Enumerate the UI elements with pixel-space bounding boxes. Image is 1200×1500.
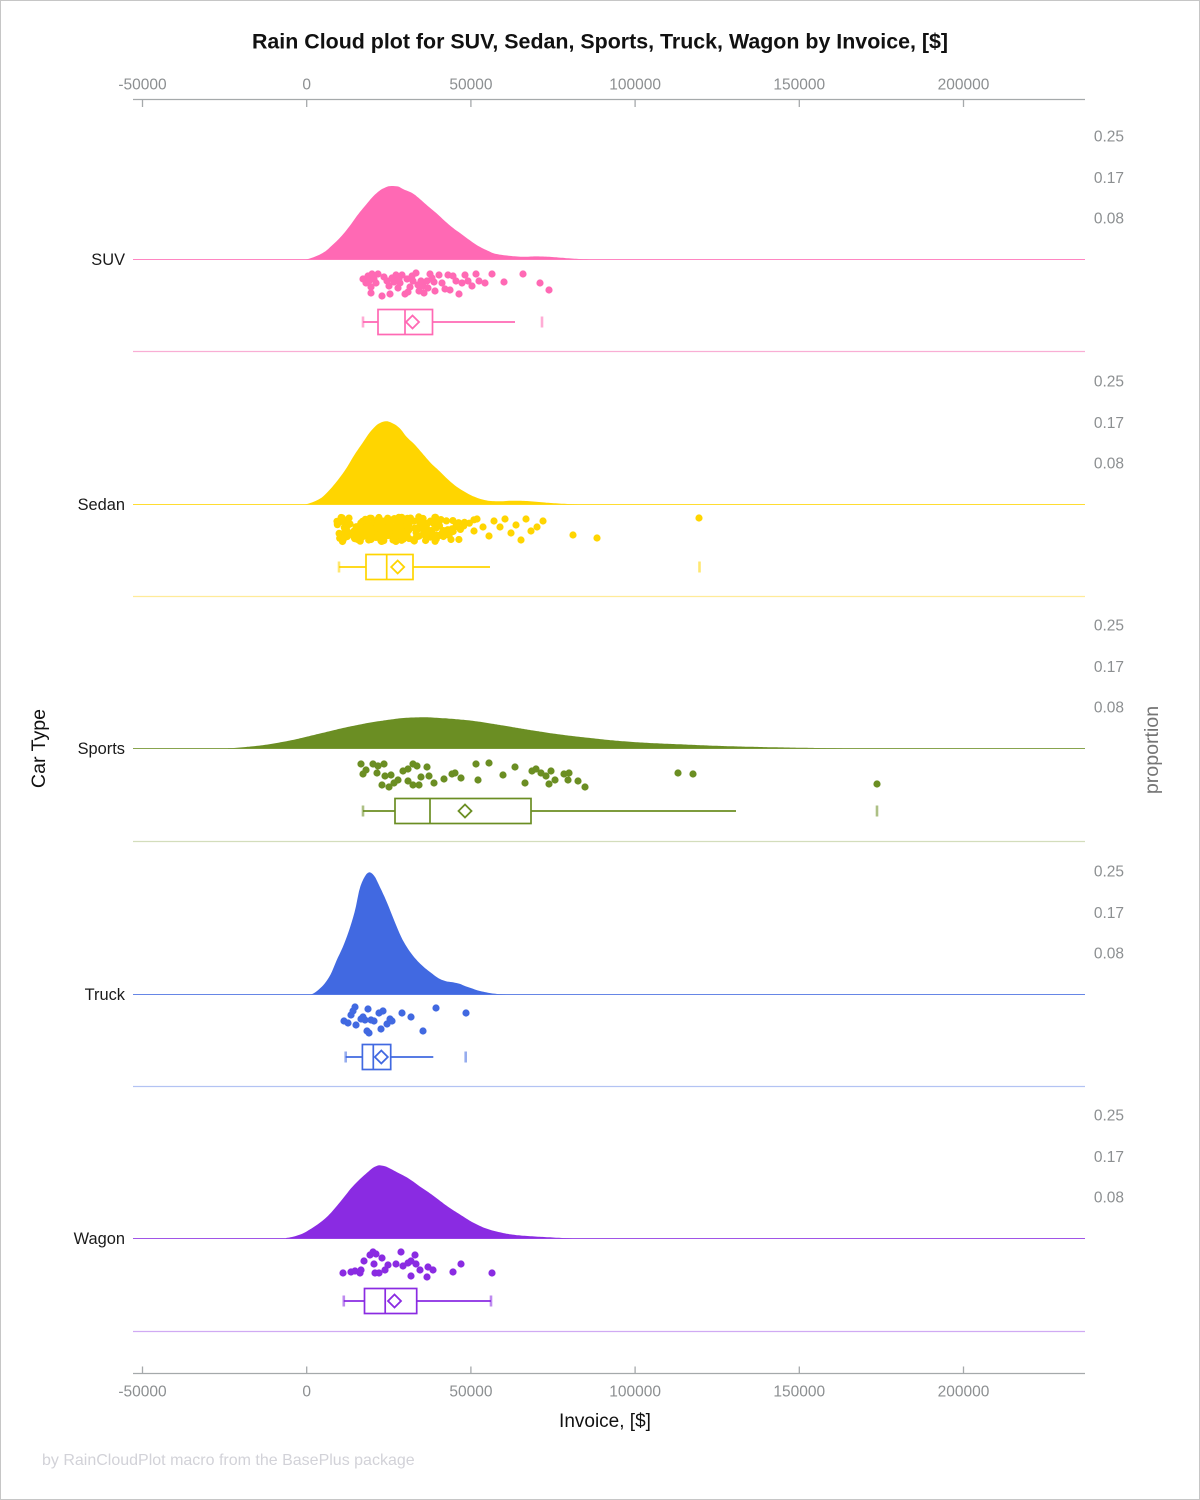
svg-text:0.25: 0.25: [1094, 1108, 1124, 1125]
svg-text:0.17: 0.17: [1094, 415, 1124, 432]
svg-text:-50000: -50000: [118, 77, 167, 94]
svg-text:0.17: 0.17: [1094, 659, 1124, 676]
svg-text:Car Type: Car Type: [28, 709, 50, 788]
svg-text:Sedan: Sedan: [78, 496, 125, 514]
svg-text:0.25: 0.25: [1094, 129, 1124, 146]
svg-text:Sports: Sports: [78, 740, 125, 758]
svg-text:0.08: 0.08: [1094, 456, 1124, 473]
svg-text:50000: 50000: [449, 77, 492, 94]
svg-text:0.25: 0.25: [1094, 864, 1124, 881]
svg-text:0.17: 0.17: [1094, 170, 1124, 187]
svg-text:50000: 50000: [449, 1384, 492, 1401]
svg-text:0.08: 0.08: [1094, 211, 1124, 228]
svg-text:0.17: 0.17: [1094, 1149, 1124, 1166]
svg-text:100000: 100000: [609, 1384, 661, 1401]
svg-text:Rain Cloud plot for SUV, Sedan: Rain Cloud plot for SUV, Sedan, Sports, …: [252, 30, 948, 54]
svg-text:0.08: 0.08: [1094, 700, 1124, 717]
svg-text:0: 0: [302, 77, 311, 94]
svg-text:Invoice, [$]: Invoice, [$]: [559, 1411, 651, 1432]
svg-text:0.25: 0.25: [1094, 374, 1124, 391]
svg-text:150000: 150000: [773, 1384, 825, 1401]
svg-text:0.17: 0.17: [1094, 905, 1124, 922]
svg-text:200000: 200000: [938, 77, 990, 94]
svg-text:0.08: 0.08: [1094, 946, 1124, 963]
svg-text:-50000: -50000: [118, 1384, 167, 1401]
svg-text:0: 0: [302, 1384, 311, 1401]
svg-text:Truck: Truck: [85, 986, 126, 1004]
svg-text:SUV: SUV: [91, 251, 125, 269]
svg-text:by RainCloudPlot macro from th: by RainCloudPlot macro from the BasePlus…: [42, 1452, 415, 1469]
svg-text:proportion: proportion: [1141, 706, 1163, 794]
svg-text:0.25: 0.25: [1094, 618, 1124, 635]
svg-text:150000: 150000: [773, 77, 825, 94]
svg-text:0.08: 0.08: [1094, 1190, 1124, 1207]
svg-text:Wagon: Wagon: [74, 1230, 125, 1248]
svg-text:200000: 200000: [938, 1384, 990, 1401]
svg-text:100000: 100000: [609, 77, 661, 94]
